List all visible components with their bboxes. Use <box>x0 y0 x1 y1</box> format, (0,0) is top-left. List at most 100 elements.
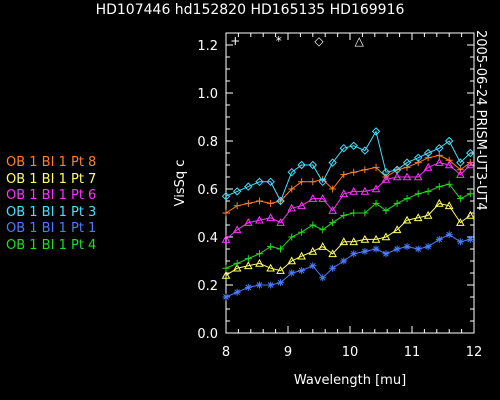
data-point <box>255 250 263 258</box>
data-point <box>465 160 475 169</box>
x-tick-label: 12 <box>466 345 483 360</box>
data-point <box>371 234 381 243</box>
data-point <box>244 199 252 207</box>
data-point <box>350 250 358 258</box>
data-point <box>445 156 453 164</box>
data-point <box>445 231 453 239</box>
data-point <box>392 165 402 175</box>
data-point <box>349 141 358 151</box>
data-point <box>318 177 327 187</box>
data-point <box>309 178 317 186</box>
data-point <box>318 194 328 202</box>
data-point <box>403 195 411 203</box>
data-point <box>222 293 230 301</box>
data-point <box>392 225 402 234</box>
data-point <box>414 245 422 253</box>
data-point <box>381 174 391 183</box>
data-point <box>372 199 380 207</box>
data-point <box>340 171 348 179</box>
data-point <box>309 262 317 270</box>
data-point <box>349 237 359 246</box>
y-axis-label: VisSq c <box>173 160 188 207</box>
data-point <box>243 218 253 226</box>
data-point <box>319 274 327 282</box>
symbol-key-item: * <box>276 34 282 48</box>
data-point <box>328 206 337 214</box>
y-tick-label: 0.6 <box>197 183 218 198</box>
x-tick-label: 11 <box>404 345 421 360</box>
data-point <box>350 209 358 217</box>
series-line <box>225 130 471 203</box>
data-point <box>255 215 264 224</box>
data-point <box>444 160 454 169</box>
data-point <box>435 183 443 191</box>
data-point <box>298 267 306 275</box>
data-point <box>266 263 275 272</box>
data-point <box>244 255 252 263</box>
legend-entry: OB 1 BI 1 Pt 3 <box>6 204 97 220</box>
y-tick-label: 1.2 <box>197 39 218 54</box>
series-line <box>225 183 471 269</box>
data-point <box>288 185 296 193</box>
data-point <box>308 194 318 202</box>
data-point <box>466 235 474 243</box>
data-point <box>372 245 380 253</box>
data-point <box>288 269 296 277</box>
data-point <box>349 186 359 195</box>
legend: OB 1 BI 1 Pt 8 OB 1 BI 1 Pt 7 OB 1 BI 1 Pt… <box>6 155 96 254</box>
data-point <box>361 166 369 174</box>
data-point <box>276 196 285 206</box>
data-point <box>434 158 444 166</box>
legend-entry: OB 1 BI 1 Pt 4 <box>6 237 97 253</box>
data-point <box>466 159 474 167</box>
symbol-key-item: △ <box>355 34 365 48</box>
data-point <box>424 154 432 162</box>
data-point <box>297 201 306 210</box>
x-tick-label: 10 <box>342 345 359 360</box>
data-point <box>402 172 412 181</box>
data-point <box>456 195 464 203</box>
data-point <box>413 172 423 181</box>
data-point <box>244 283 252 291</box>
data-point <box>267 243 275 251</box>
data-point <box>361 247 369 255</box>
data-point <box>465 210 475 219</box>
data-point <box>221 270 231 279</box>
legend-entry: OB 1 BI 1 Pt 1 <box>6 221 97 236</box>
data-point <box>267 199 275 207</box>
y-tick-label: 0.2 <box>197 279 218 294</box>
data-point <box>423 148 433 158</box>
data-point <box>423 162 433 171</box>
data-point <box>233 202 241 210</box>
data-point <box>360 234 370 243</box>
data-point <box>233 259 241 267</box>
data-point <box>402 158 412 167</box>
data-point <box>276 218 285 226</box>
data-point <box>266 213 275 222</box>
symbol-key-item: + <box>230 34 240 48</box>
data-point <box>329 185 337 193</box>
data-point <box>243 261 253 270</box>
data-point <box>435 143 444 153</box>
data-point <box>222 209 230 217</box>
data-point <box>393 245 401 253</box>
data-point <box>424 243 432 251</box>
data-point <box>361 209 369 217</box>
data-point <box>402 215 412 224</box>
data-point <box>413 213 423 222</box>
data-point <box>277 245 285 253</box>
data-point <box>329 264 337 272</box>
data-point <box>298 228 306 236</box>
data-point <box>424 187 432 195</box>
data-point <box>267 281 275 289</box>
data-point <box>371 127 381 136</box>
data-point <box>232 225 242 234</box>
data-point <box>297 160 306 170</box>
data-point <box>232 187 242 196</box>
data-point <box>309 221 317 229</box>
data-point <box>244 182 253 191</box>
data-point <box>371 184 381 193</box>
data-point <box>456 170 465 178</box>
data-point <box>233 288 241 296</box>
